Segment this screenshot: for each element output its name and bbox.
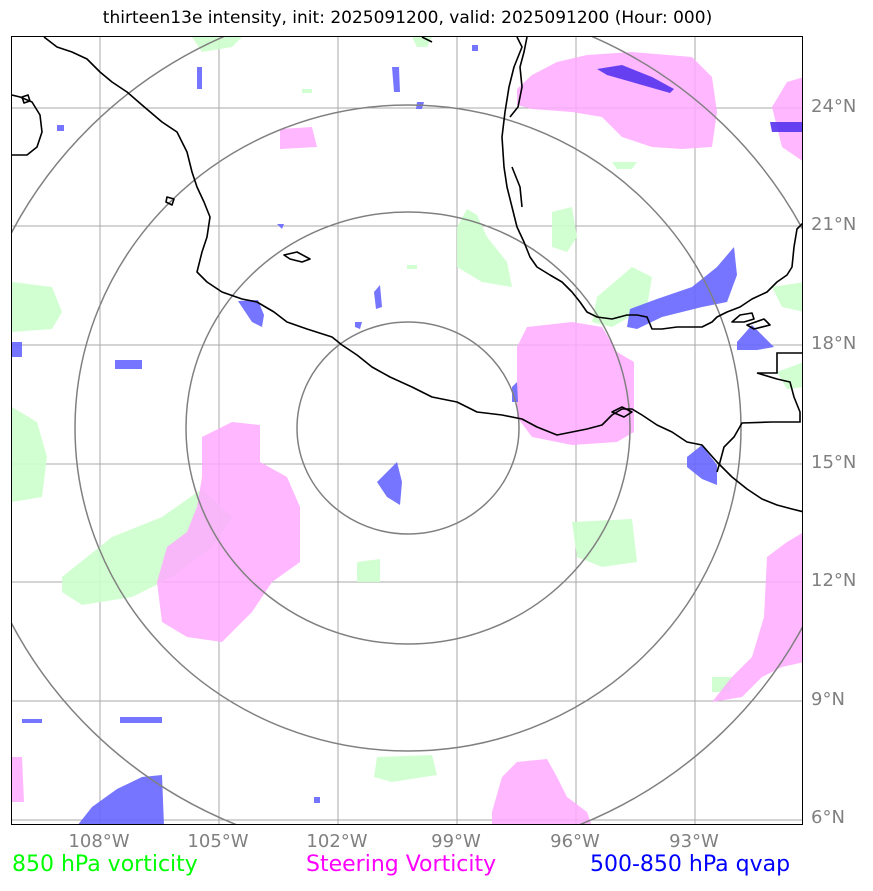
- lon-label-96w: 96°W: [550, 831, 600, 852]
- lon-label-102w: 102°W: [306, 831, 368, 852]
- lon-label-105w: 105°W: [187, 831, 249, 852]
- legend-qvap: 500-850 hPa qvap: [590, 852, 791, 877]
- lon-label-108w: 108°W: [68, 831, 130, 852]
- lon-label-99w: 99°W: [431, 831, 481, 852]
- lat-label-24n: 24°N: [811, 96, 857, 117]
- qvap-contours: [12, 45, 802, 824]
- lat-label-15n: 15°N: [811, 452, 857, 473]
- lat-label-12n: 12°N: [811, 570, 857, 591]
- lon-label-93w: 93°W: [669, 831, 719, 852]
- lat-label-6n: 6°N: [811, 807, 845, 828]
- lat-label-18n: 18°N: [811, 333, 857, 354]
- legend-850-vorticity: 850 hPa vorticity: [12, 852, 198, 877]
- lat-label-9n: 9°N: [811, 689, 845, 710]
- map-canvas: [12, 37, 802, 824]
- country-border: [716, 352, 802, 473]
- vorticity-850-contours: [12, 37, 802, 782]
- range-rings: [12, 37, 802, 824]
- map-panel: [11, 36, 803, 825]
- steering-vorticity-contours: [12, 52, 802, 824]
- coastline: [12, 37, 802, 513]
- legend-steering-vorticity: Steering Vorticity: [306, 852, 497, 877]
- lat-label-21n: 21°N: [811, 214, 857, 235]
- graticule: [12, 37, 802, 824]
- plot-title: thirteen13e intensity, init: 2025091200,…: [102, 8, 713, 28]
